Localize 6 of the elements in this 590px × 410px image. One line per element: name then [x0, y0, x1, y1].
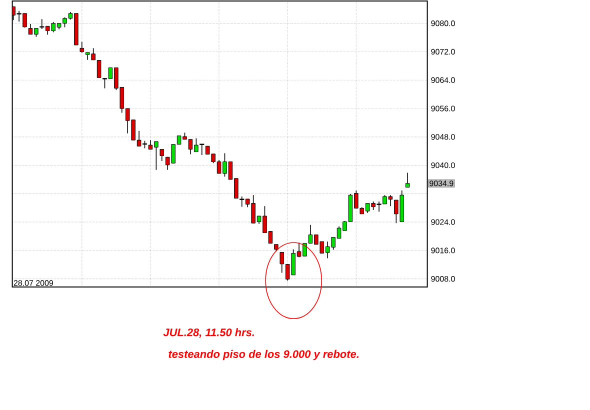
candlestick [96, 60, 102, 78]
candlestick [80, 41, 84, 54]
text: JUL.28, 11.50 hrs. [163, 328, 254, 338]
text: testeando piso de los 9.000 y rebote. [168, 350, 358, 360]
candlestick [160, 148, 164, 162]
candlestick [405, 172, 410, 188]
